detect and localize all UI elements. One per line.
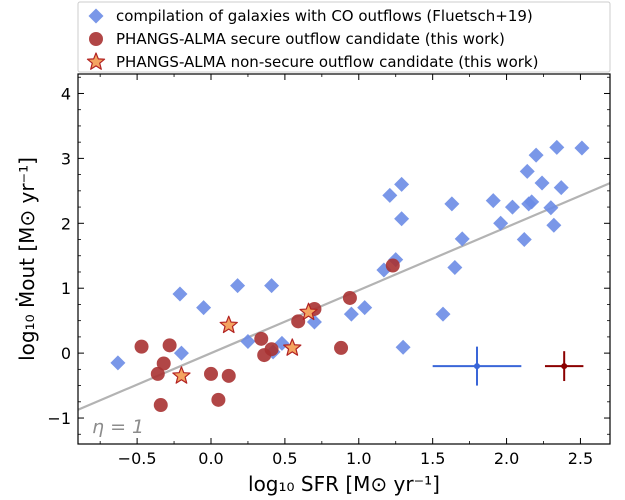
y-axis-label: log₁₀ Ṁout [M⊙ yr⁻¹] (15, 157, 39, 361)
diamond-data-point (528, 147, 544, 163)
diamond-data-point (516, 232, 532, 248)
circle-data-point (204, 366, 218, 381)
error-bar-2 (544, 351, 584, 382)
diamond-data-point (504, 199, 520, 215)
diamond-data-point (395, 339, 411, 355)
legend-circle-marker (89, 32, 103, 46)
legend-label: PHANGS-ALMA secure outflow candidate (th… (116, 30, 505, 48)
circle-data-point (264, 342, 279, 357)
x-tick-label: −0.5 (118, 449, 157, 468)
legend-entry: compilation of galaxies with CO outflows… (88, 7, 533, 25)
circle-data-point (291, 314, 306, 329)
diamond-data-point (524, 194, 540, 210)
diamond-data-point (357, 300, 373, 316)
diamond-data-point (382, 187, 398, 203)
series-diamond-points (110, 139, 590, 371)
circle-data-point (342, 290, 357, 305)
circle-data-point (162, 338, 177, 353)
circle-data-point (385, 258, 400, 273)
y-tick-label: 1 (61, 279, 71, 298)
circle-data-point (150, 366, 165, 381)
legend-label: PHANGS-ALMA non-secure outflow candidate… (116, 53, 538, 71)
y-tick-label: 4 (61, 84, 71, 103)
diamond-data-point (553, 180, 569, 196)
star-data-point (283, 338, 302, 356)
diamond-data-point (435, 306, 451, 322)
diamond-data-point (172, 286, 188, 302)
star-data-point (172, 366, 191, 384)
diamond-data-point (240, 333, 256, 349)
plot-frame (77, 73, 611, 445)
y-tick-label: 0 (61, 344, 71, 363)
x-tick-label: 2.5 (568, 449, 593, 468)
diamond-data-point (110, 355, 126, 371)
legend-box (77, 1, 611, 73)
error-bar-center-point (474, 363, 480, 370)
circle-data-point (134, 339, 149, 354)
diamond-data-point (230, 278, 246, 294)
diamond-data-point (534, 175, 550, 191)
diamond-data-point (493, 215, 509, 231)
x-axis-label: log₁₀ SFR [M⊙ yr⁻¹] (248, 472, 440, 496)
diamond-data-point (444, 196, 460, 212)
diamond-data-point (447, 259, 463, 275)
error-bar-1 (432, 346, 522, 386)
error-bar-center-point (561, 363, 568, 370)
legend-entry: PHANGS-ALMA non-secure outflow candidate… (86, 52, 538, 71)
legend-entry: PHANGS-ALMA secure outflow candidate (th… (89, 30, 505, 48)
circle-data-point (153, 398, 168, 413)
star-data-point (299, 302, 318, 321)
diamond-data-point (196, 300, 212, 316)
circle-data-point (254, 331, 269, 346)
y-tick-label: 3 (61, 149, 71, 168)
x-tick-label: 1.0 (346, 449, 371, 468)
diamond-data-point (454, 231, 470, 247)
eta-annotation: η = 1 (92, 416, 144, 438)
series-star-points (172, 302, 318, 384)
x-tick-label: 1.5 (420, 449, 445, 468)
diamond-data-point (485, 193, 501, 209)
x-tick-label: 0.5 (272, 449, 297, 468)
x-tick-label: 0.0 (198, 449, 223, 468)
diamond-data-point (394, 211, 410, 227)
diamond-data-point (173, 345, 189, 361)
diamond-data-point (519, 163, 535, 179)
diamond-data-point (549, 139, 565, 155)
y-tick-label: −1 (47, 409, 71, 428)
legend-star-marker (86, 52, 106, 70)
circle-data-point (221, 368, 236, 383)
diamond-data-point (394, 176, 410, 192)
legend-label: compilation of galaxies with CO outflows… (116, 7, 533, 25)
circle-data-point (156, 356, 171, 371)
series-circle-points (134, 258, 400, 413)
diamond-data-point (343, 306, 359, 322)
diamond-data-point (546, 217, 562, 233)
diamond-data-point (264, 278, 280, 294)
x-tick-label: 2.0 (494, 449, 519, 468)
y-tick-label: 2 (61, 214, 71, 233)
circle-data-point (211, 392, 226, 407)
star-data-point (219, 315, 238, 334)
diamond-data-point (574, 140, 590, 156)
legend: compilation of galaxies with CO outflows… (77, 1, 611, 73)
circle-data-point (334, 340, 349, 355)
legend-diamond-marker (88, 8, 104, 24)
diamond-data-point (543, 200, 559, 216)
